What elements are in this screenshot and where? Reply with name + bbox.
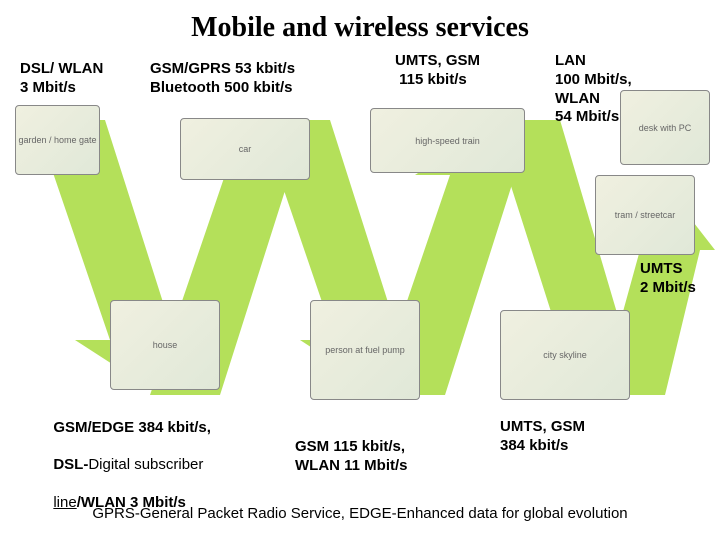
label-umts-city: UMTS, GSM 384 kbit/s — [500, 418, 585, 456]
label-umts-top: UMTS, GSM 115 kbit/s — [395, 52, 480, 90]
illus-tram: tram / streetcar — [595, 175, 695, 255]
label-gsm-edge: GSM/EDGE 384 kbit/s, DSL-Digital subscri… — [45, 400, 211, 513]
illus-garden: garden / home gate — [15, 105, 100, 175]
footnote: GPRS-General Packet Radio Service, EDGE-… — [30, 505, 690, 522]
illus-house: house — [110, 300, 220, 390]
label-gsm-edge-l1: GSM/EDGE 384 kbit/s, — [53, 419, 211, 436]
illus-city: city skyline — [500, 310, 630, 400]
label-gsm-gprs: GSM/GPRS 53 kbit/s Bluetooth 500 kbit/s — [150, 60, 295, 98]
page-title: Mobile and wireless services — [0, 12, 720, 44]
label-gsm-edge-l2: DSL-Digital subscriber — [53, 456, 203, 473]
illus-desk: desk with PC — [620, 90, 710, 165]
illus-car: car — [180, 118, 310, 180]
label-gsm-wlan: GSM 115 kbit/s, WLAN 11 Mbit/s — [295, 438, 408, 476]
label-dsl-wlan: DSL/ WLAN 3 Mbit/s — [20, 60, 103, 98]
illus-train: high-speed train — [370, 108, 525, 173]
illus-pump: person at fuel pump — [310, 300, 420, 400]
label-umts-tram: UMTS 2 Mbit/s — [640, 260, 696, 298]
